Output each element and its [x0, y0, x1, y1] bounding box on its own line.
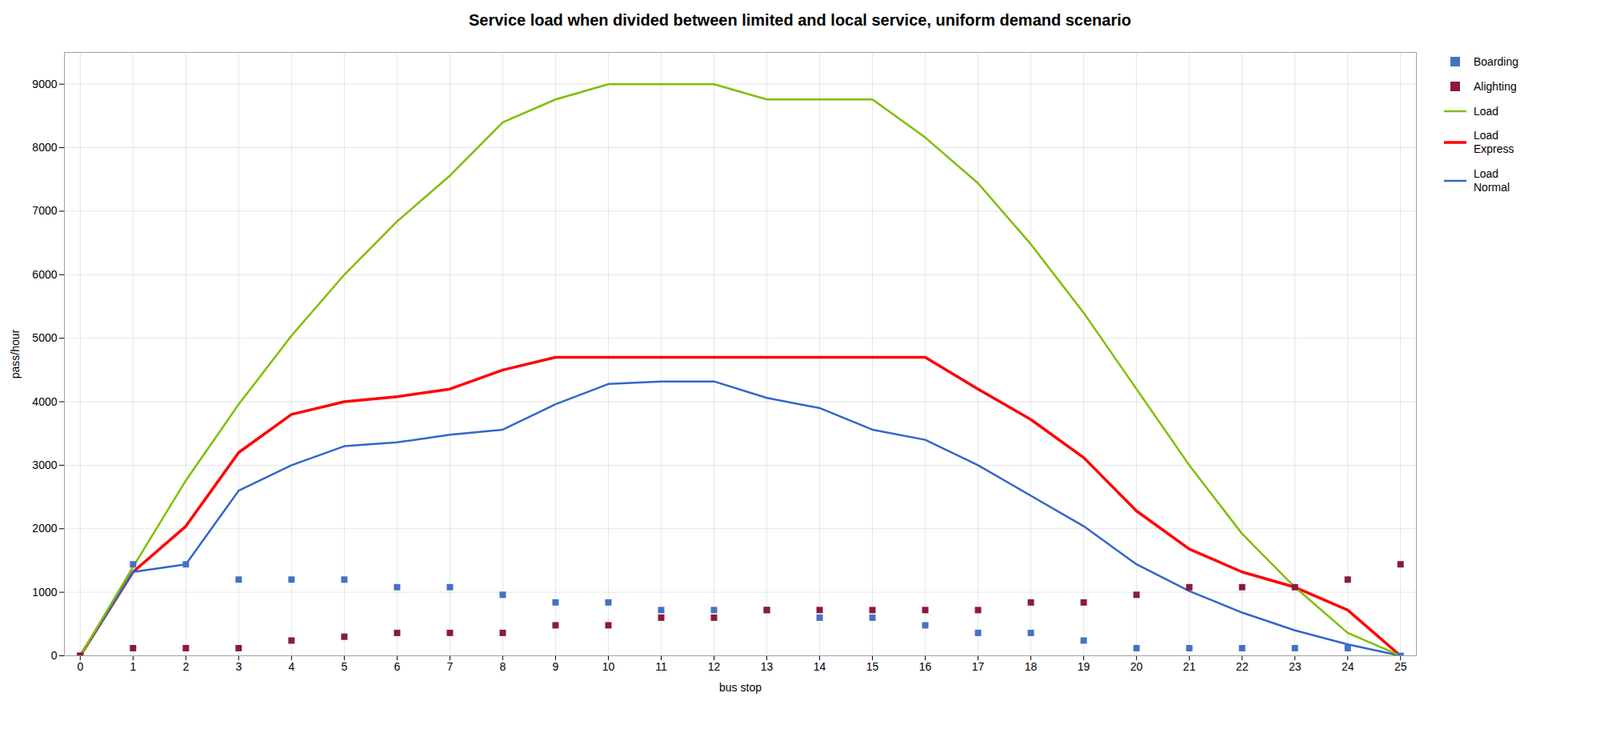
- svg-text:4: 4: [288, 660, 295, 673]
- svg-text:5000: 5000: [32, 331, 57, 344]
- svg-text:8000: 8000: [32, 140, 57, 154]
- svg-text:10: 10: [602, 660, 616, 673]
- svg-text:14: 14: [813, 660, 827, 673]
- svg-text:24: 24: [1341, 660, 1355, 673]
- svg-text:2: 2: [182, 660, 189, 673]
- svg-text:4000: 4000: [32, 395, 57, 408]
- svg-text:22: 22: [1236, 660, 1249, 673]
- html-text:Load: Load: [1473, 104, 1499, 118]
- svg-text:8: 8: [500, 660, 507, 673]
- svg-text:1: 1: [129, 660, 136, 673]
- svg-text:6: 6: [394, 660, 401, 673]
- svg-text:12: 12: [708, 660, 721, 673]
- svg-text:2000: 2000: [32, 521, 57, 535]
- svg-text:bus stop: bus stop: [719, 680, 762, 694]
- svg-text:20: 20: [1130, 660, 1144, 673]
- svg-text:15: 15: [866, 660, 880, 673]
- svg-text:25: 25: [1394, 660, 1408, 673]
- svg-text:3000: 3000: [32, 458, 57, 472]
- svg-text:9: 9: [552, 660, 560, 673]
- svg-text:21: 21: [1183, 660, 1196, 673]
- svg-text:1000: 1000: [32, 585, 57, 599]
- svg-text:9000: 9000: [32, 77, 57, 91]
- svg-text:6000: 6000: [32, 268, 57, 281]
- svg-text:7: 7: [447, 660, 454, 673]
- html-text:Service load when divided betw: Service load when divided between limite…: [468, 11, 1132, 29]
- svg-text:3: 3: [235, 660, 242, 673]
- svg-text:13: 13: [760, 660, 774, 673]
- svg-text:0: 0: [76, 660, 84, 673]
- svg-text:pass/hour: pass/hour: [8, 328, 22, 379]
- svg-text:16: 16: [919, 660, 932, 673]
- svg-text:7000: 7000: [32, 204, 57, 217]
- svg-text:11: 11: [655, 660, 668, 673]
- svg-text:17: 17: [972, 660, 985, 673]
- html-text:Load Express: Load Express: [1473, 129, 1515, 156]
- svg-text:0: 0: [51, 648, 58, 662]
- html-text:Load Normal: Load Normal: [1473, 167, 1510, 194]
- html-text:Alighting: Alighting: [1473, 79, 1517, 93]
- svg-text:5: 5: [340, 660, 348, 673]
- svg-text:19: 19: [1077, 660, 1091, 673]
- svg-text:23: 23: [1288, 660, 1302, 673]
- html-text:Boarding: Boarding: [1473, 55, 1519, 68]
- svg-text:18: 18: [1024, 660, 1038, 673]
